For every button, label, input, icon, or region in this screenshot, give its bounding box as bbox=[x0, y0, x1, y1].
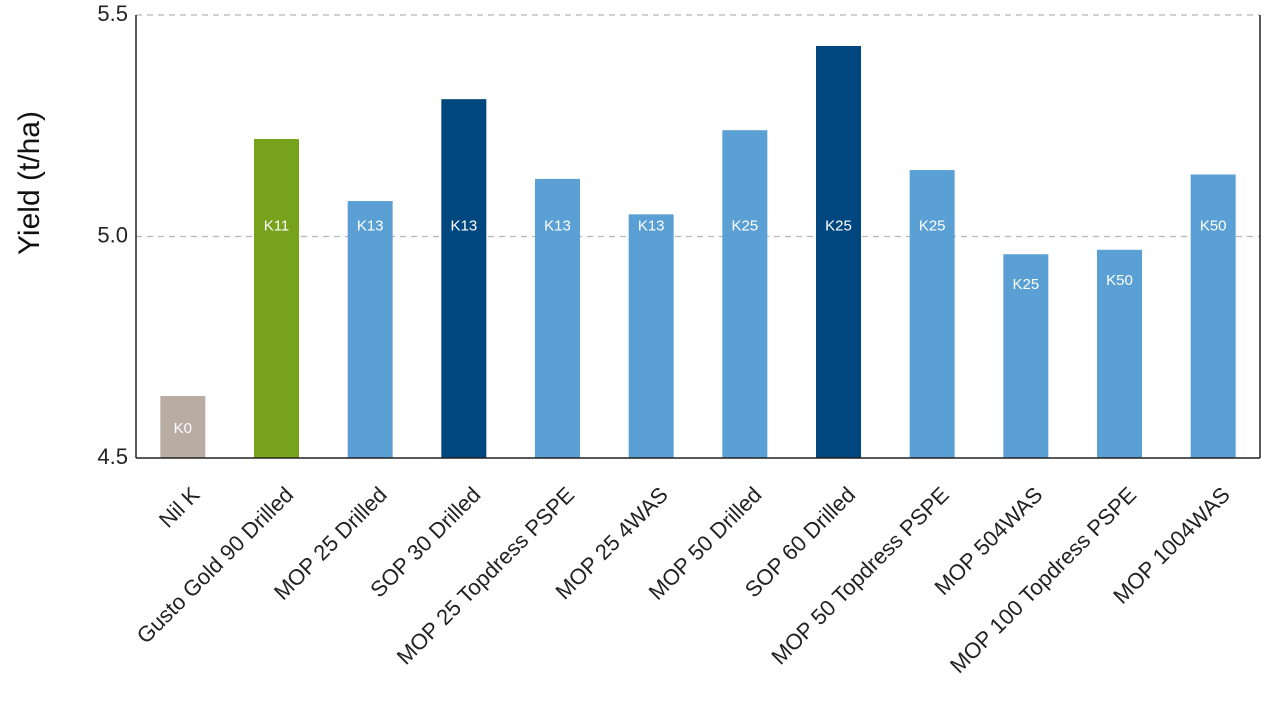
bar bbox=[909, 170, 955, 459]
bar-value-label: K25 bbox=[825, 217, 852, 234]
x-category-label: MOP 25 Topdress PSPE bbox=[392, 482, 579, 669]
bar-value-label: K50 bbox=[1106, 272, 1133, 289]
bar bbox=[160, 395, 206, 458]
bar-value-label: K13 bbox=[357, 217, 384, 234]
y-tick-label: 5.0 bbox=[97, 222, 128, 247]
bar bbox=[1190, 174, 1236, 459]
bar-value-label: K25 bbox=[731, 217, 758, 234]
bar-value-label: K13 bbox=[544, 217, 571, 234]
bar bbox=[816, 46, 861, 458]
x-category-label: Gusto Gold 90 Drilled bbox=[132, 482, 298, 648]
x-category-label: MOP 50 Topdress PSPE bbox=[766, 482, 953, 669]
bar-value-label: K13 bbox=[450, 217, 477, 234]
y-tick-label: 4.5 bbox=[97, 444, 128, 469]
bar-value-label: K11 bbox=[264, 217, 290, 234]
bar-value-label: K13 bbox=[638, 217, 665, 234]
bar-value-label: K0 bbox=[174, 420, 192, 437]
bar bbox=[1097, 249, 1142, 458]
bar bbox=[1003, 254, 1049, 458]
y-tick-labels: 4.5 5.0 5.5 bbox=[97, 1, 128, 469]
bar bbox=[254, 139, 299, 459]
bar bbox=[347, 201, 393, 458]
plot-frame bbox=[135, 15, 1261, 459]
bars bbox=[160, 46, 1236, 459]
bar bbox=[722, 130, 768, 458]
bar bbox=[535, 178, 580, 458]
y-tick-label: 5.5 bbox=[97, 1, 128, 26]
bar bbox=[628, 214, 674, 458]
bar-value-label: K25 bbox=[1012, 276, 1039, 293]
bar-labels: K0 K11 K13 K13 K13 K13 K25 K25 K25 K25 K50 K50 bbox=[174, 217, 1227, 436]
x-category-label: MOP 100 Topdress PSPE bbox=[945, 482, 1141, 678]
bar-value-label: K25 bbox=[919, 217, 946, 234]
bar bbox=[441, 99, 487, 459]
bar-value-label: K50 bbox=[1200, 217, 1227, 234]
x-category-label: Nil K bbox=[154, 482, 205, 533]
gridlines bbox=[136, 14, 1260, 238]
y-axis-title: Yield (t/ha) bbox=[13, 111, 46, 255]
